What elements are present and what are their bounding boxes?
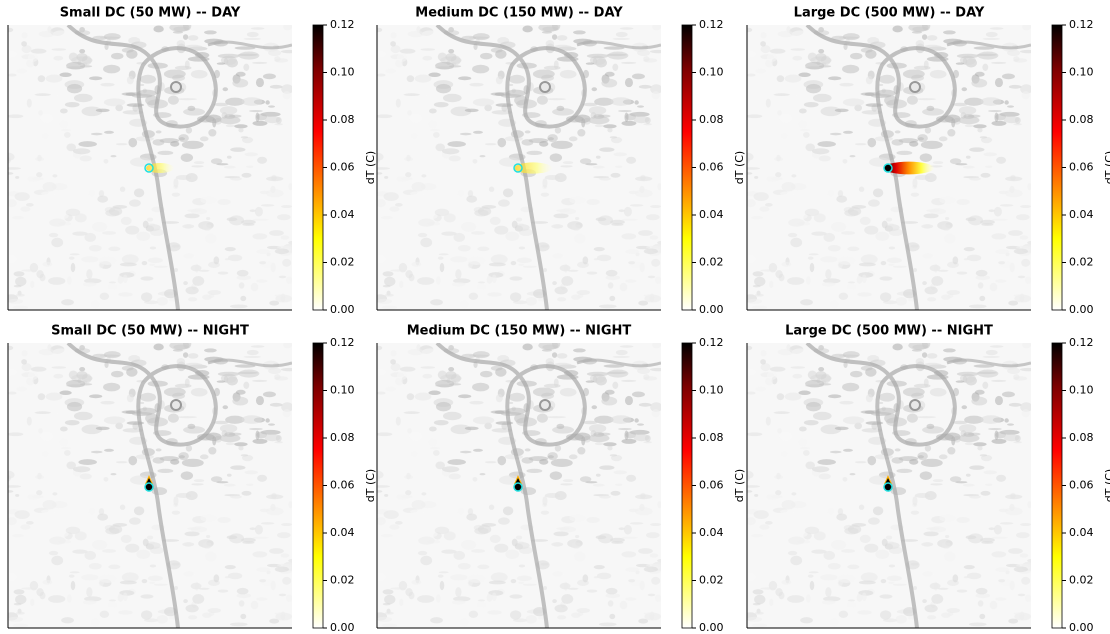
colorbar-tick-label: 0.06 — [330, 479, 355, 492]
panel: Large DC (500 MW) -- DAY 0.00 0.02 0.04 0.06… — [741, 6, 1110, 316]
colorbar-tick-label: 0.00 — [330, 621, 355, 634]
site-marker — [883, 163, 893, 173]
colorbar-tick-label: 0.10 — [330, 66, 355, 79]
colorbar-tick-label: 0.06 — [1069, 161, 1094, 174]
panel: Large DC (500 MW) -- NIGHT 0.00 0.02 0.04 0.… — [741, 324, 1110, 634]
colorbar-tick-label: 0.06 — [1069, 479, 1094, 492]
panel-title: Small DC (50 MW) -- DAY — [60, 6, 241, 21]
colorbar-tick-label: 0.06 — [699, 479, 724, 492]
colorbar-tick-label: 0.00 — [1069, 621, 1094, 634]
colorbar-tick-label: 0.06 — [699, 161, 724, 174]
colorbar-tick-label: 0.06 — [330, 161, 355, 174]
colorbar-tick-label: 0.08 — [330, 431, 355, 444]
colorbar-label: dT (C) — [733, 151, 746, 184]
colorbar — [312, 342, 324, 629]
site-marker — [144, 163, 154, 173]
colorbar-tick-label: 0.00 — [1069, 303, 1094, 316]
colorbar-tick-label: 0.12 — [330, 336, 355, 349]
colorbar-tick-label: 0.02 — [699, 256, 724, 269]
panel: Small DC (50 MW) -- DAY 0.00 0.02 0.04 0.06 0… — [2, 6, 377, 316]
colorbar-tick-label: 0.10 — [699, 66, 724, 79]
colorbar-tick-label: 0.08 — [699, 113, 724, 126]
heat-plume — [883, 161, 934, 175]
colorbar-tick-label: 0.02 — [330, 256, 355, 269]
colorbar-tick-label: 0.02 — [330, 574, 355, 587]
colorbar — [1051, 342, 1063, 629]
panel-title: Medium DC (150 MW) -- DAY — [415, 6, 623, 21]
colorbar-tick-label: 0.10 — [330, 384, 355, 397]
colorbar-tick-label: 0.04 — [699, 208, 724, 221]
colorbar-tick-label: 0.04 — [1069, 208, 1094, 221]
colorbar-tick-label: 0.00 — [330, 303, 355, 316]
site-marker — [883, 482, 893, 492]
colorbar-tick-label: 0.00 — [699, 621, 724, 634]
colorbar-tick-label: 0.12 — [330, 18, 355, 31]
colorbar-tick-label: 0.08 — [1069, 431, 1094, 444]
panel-title: Small DC (50 MW) -- NIGHT — [51, 324, 249, 339]
panel: Medium DC (150 MW) -- DAY 0.00 0.02 0.04 0.0… — [371, 6, 746, 316]
colorbar — [1051, 24, 1063, 311]
panel-title: Large DC (500 MW) -- NIGHT — [785, 324, 993, 339]
colorbar-label: dT (C) — [364, 151, 377, 184]
colorbar-tick-label: 0.12 — [699, 18, 724, 31]
colorbar-tick-label: 0.04 — [330, 526, 355, 539]
colorbar-tick-label: 0.04 — [699, 526, 724, 539]
colorbar — [681, 24, 693, 311]
colorbar-tick-label: 0.10 — [1069, 384, 1094, 397]
colorbar-tick-label: 0.02 — [1069, 574, 1094, 587]
colorbar-label: dT (C) — [364, 469, 377, 502]
colorbar-tick-label: 0.04 — [330, 208, 355, 221]
colorbar — [681, 342, 693, 629]
site-marker — [513, 163, 523, 173]
panel: Medium DC (150 MW) -- NIGHT 0.00 0.02 0.04 0… — [371, 324, 746, 634]
site-marker — [513, 482, 523, 492]
panel-title: Medium DC (150 MW) -- NIGHT — [407, 324, 632, 339]
panel-title: Large DC (500 MW) -- DAY — [794, 6, 985, 21]
colorbar-tick-label: 0.12 — [699, 336, 724, 349]
colorbar — [312, 24, 324, 311]
colorbar-tick-label: 0.02 — [1069, 256, 1094, 269]
colorbar-label: dT (C) — [1103, 469, 1110, 502]
colorbar-tick-label: 0.00 — [699, 303, 724, 316]
colorbar-tick-label: 0.10 — [1069, 66, 1094, 79]
site-marker — [144, 482, 154, 492]
panel: Small DC (50 MW) -- NIGHT 0.00 0.02 0.04 0.0… — [2, 324, 377, 634]
colorbar-tick-label: 0.10 — [699, 384, 724, 397]
colorbar-tick-label: 0.12 — [1069, 18, 1094, 31]
colorbar-tick-label: 0.08 — [1069, 113, 1094, 126]
colorbar-label: dT (C) — [733, 469, 746, 502]
colorbar-tick-label: 0.04 — [1069, 526, 1094, 539]
colorbar-tick-label: 0.02 — [699, 574, 724, 587]
colorbar-tick-label: 0.08 — [699, 431, 724, 444]
colorbar-tick-label: 0.08 — [330, 113, 355, 126]
heat-plume — [514, 162, 552, 174]
colorbar-tick-label: 0.12 — [1069, 336, 1094, 349]
colorbar-label: dT (C) — [1103, 151, 1110, 184]
